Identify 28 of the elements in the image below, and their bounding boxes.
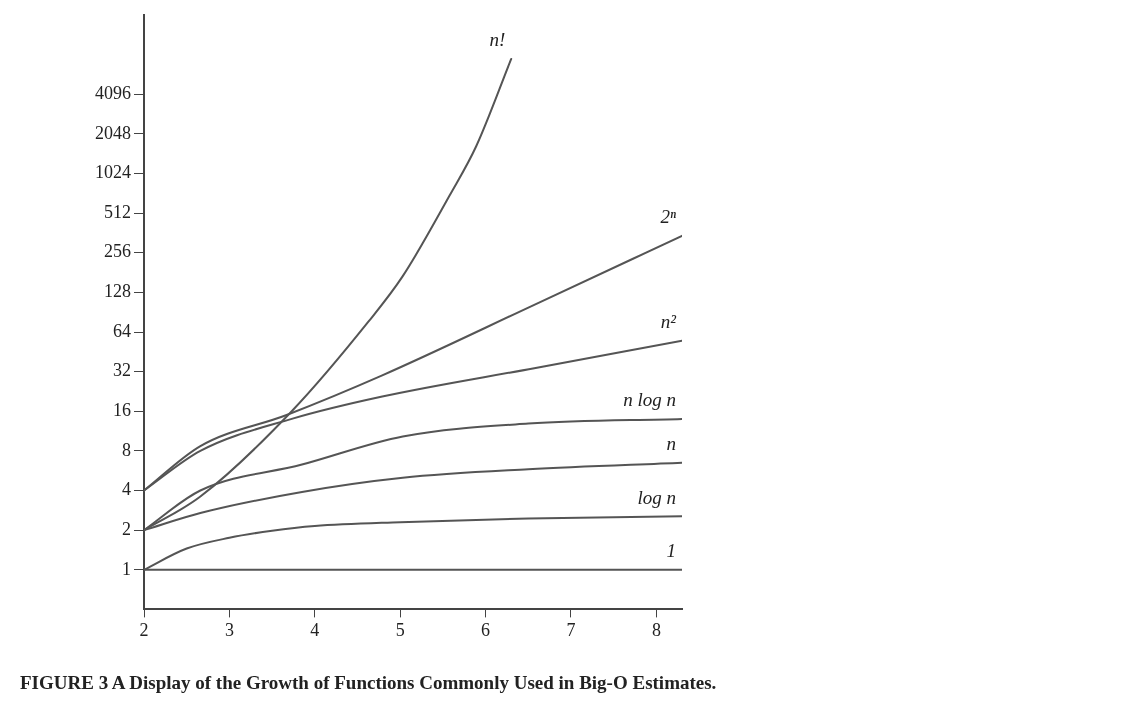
y-tick-label: 4: [122, 479, 131, 500]
caption: FIGURE 3 A Display of the Growth of Functions Commonly Used in Big-O Estimates.: [20, 672, 717, 694]
series-label: n²: [660, 311, 677, 333]
y-tick-label: 32: [113, 360, 131, 381]
y-tick-label: 1: [122, 558, 131, 579]
series-label: 2ⁿ: [660, 206, 677, 228]
y-tick-label: 8: [122, 439, 131, 460]
y-tick-label: 16: [113, 400, 131, 420]
x-tick-label: 6: [481, 619, 491, 640]
y-tick-label: 2: [122, 518, 131, 539]
series-label: 1: [666, 540, 676, 562]
y-tick-label: 4096: [95, 82, 131, 103]
x-tick-label: 8: [651, 619, 661, 640]
series-label: n!: [489, 29, 506, 51]
y-tick-label: 64: [113, 320, 131, 341]
y-tick-label: 2048: [95, 122, 131, 143]
series-label: n: [666, 433, 676, 455]
y-tick-label: 512: [104, 201, 131, 222]
y-tick-label: 1024: [95, 162, 131, 183]
y-tick-label: 128: [104, 281, 131, 302]
y-tick-label: 256: [104, 241, 131, 262]
x-tick-label: 2: [139, 619, 149, 640]
x-tick-label: 7: [566, 619, 576, 640]
x-tick-label: 3: [224, 619, 234, 640]
series-label: log n: [637, 486, 676, 508]
x-tick-label: 4: [310, 619, 320, 640]
series-label: n log n: [623, 389, 676, 411]
x-tick-label: 5: [395, 619, 405, 640]
